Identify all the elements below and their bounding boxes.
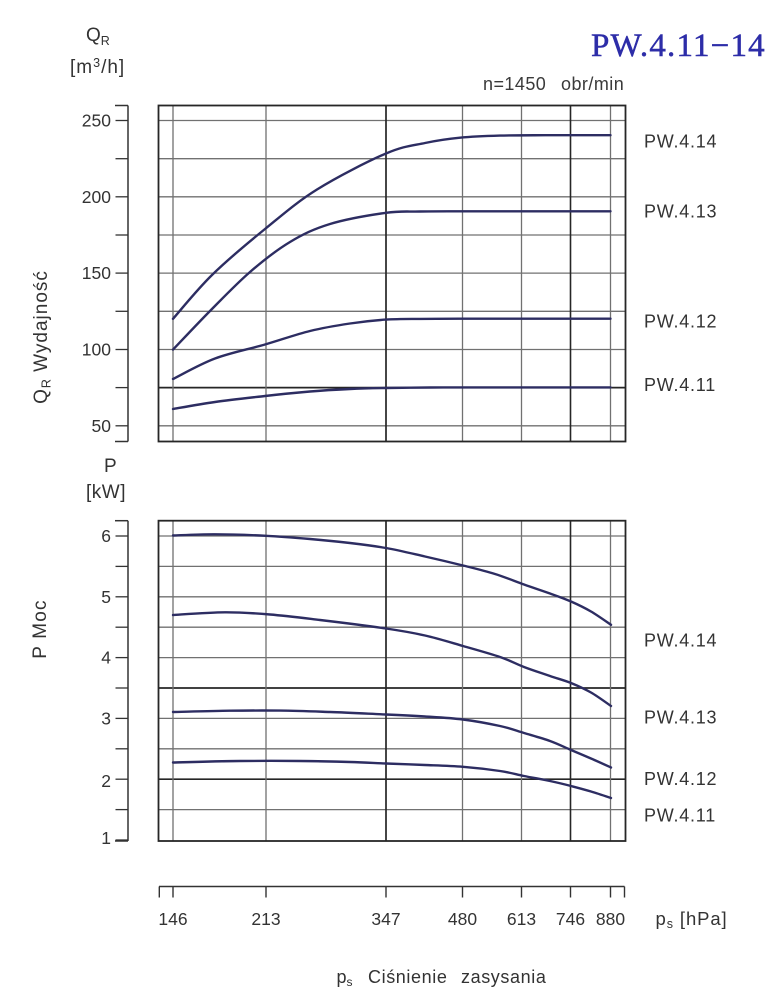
svg-text:ps: ps: [337, 967, 353, 989]
svg-text:PW.4.12: PW.4.12: [644, 769, 717, 789]
svg-text:P: P: [104, 456, 117, 477]
svg-text:PW.4.11: PW.4.11: [644, 375, 716, 395]
svg-text:obr/min: obr/min: [561, 74, 624, 94]
svg-text:1: 1: [101, 828, 111, 848]
svg-text:[kW]: [kW]: [86, 482, 126, 503]
svg-text:5: 5: [101, 587, 111, 607]
svg-text:146: 146: [158, 909, 187, 929]
svg-text:PW.4.13: PW.4.13: [644, 707, 717, 727]
svg-text:PW.4.12: PW.4.12: [644, 311, 717, 331]
svg-text:PW.4.14: PW.4.14: [644, 132, 717, 152]
svg-text:ps [hPa]: ps [hPa]: [656, 908, 728, 931]
svg-text:PW.4.11−14: PW.4.11−14: [591, 28, 766, 64]
svg-text:250: 250: [82, 111, 111, 131]
svg-text:Ciśnienie: Ciśnienie: [368, 967, 447, 987]
svg-text:n=1450: n=1450: [483, 74, 546, 94]
svg-text:PW.4.14: PW.4.14: [644, 630, 717, 650]
svg-text:100: 100: [82, 340, 111, 360]
svg-text:480: 480: [448, 909, 477, 929]
svg-text:3: 3: [101, 708, 111, 728]
svg-text:746: 746: [556, 909, 585, 929]
svg-text:QR: QR: [86, 25, 110, 48]
svg-text:QR Wydajność: QR Wydajność: [31, 270, 54, 404]
svg-text:PW.4.13: PW.4.13: [644, 202, 717, 222]
svg-text:zasysania: zasysania: [461, 967, 547, 987]
svg-text:P Moc: P Moc: [30, 599, 51, 659]
svg-text:50: 50: [92, 416, 112, 436]
svg-text:213: 213: [251, 909, 280, 929]
svg-text:2: 2: [101, 771, 111, 791]
svg-text:150: 150: [82, 263, 111, 283]
svg-text:200: 200: [82, 187, 111, 207]
svg-text:347: 347: [371, 909, 400, 929]
svg-text:613: 613: [507, 909, 536, 929]
svg-text:6: 6: [101, 526, 111, 546]
svg-text:[m3/h]: [m3/h]: [70, 56, 125, 78]
svg-text:880: 880: [596, 909, 625, 929]
svg-text:PW.4.11: PW.4.11: [644, 806, 716, 826]
svg-text:4: 4: [101, 648, 111, 668]
